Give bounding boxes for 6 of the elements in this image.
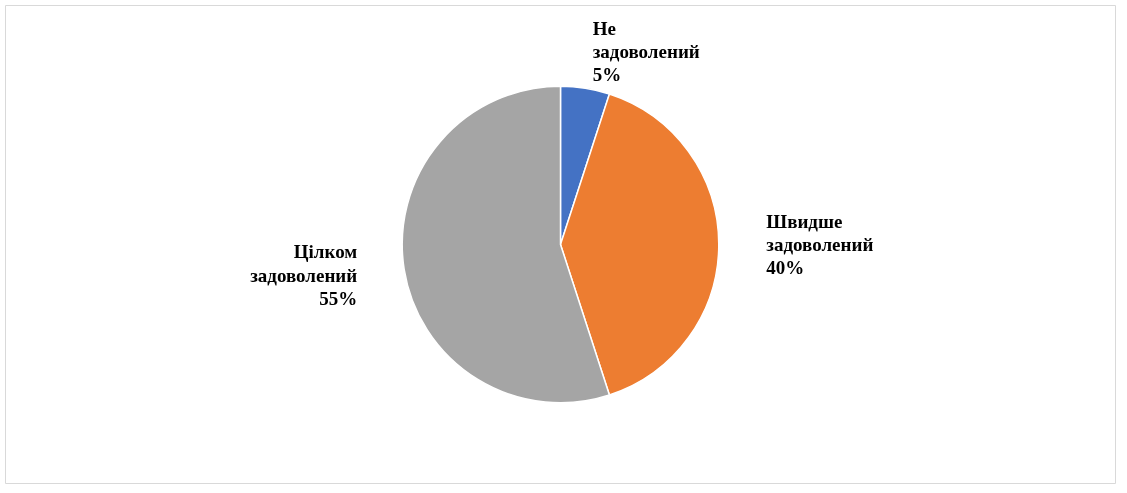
data-label: 40% (766, 257, 805, 279)
data-label: 55% (319, 287, 358, 309)
slice-label: Не задоволений (592, 17, 700, 62)
slice-label: Швидше задоволений (766, 210, 874, 255)
slice-label: Цілком задоволений (250, 241, 358, 286)
data-label: 5% (592, 63, 622, 85)
